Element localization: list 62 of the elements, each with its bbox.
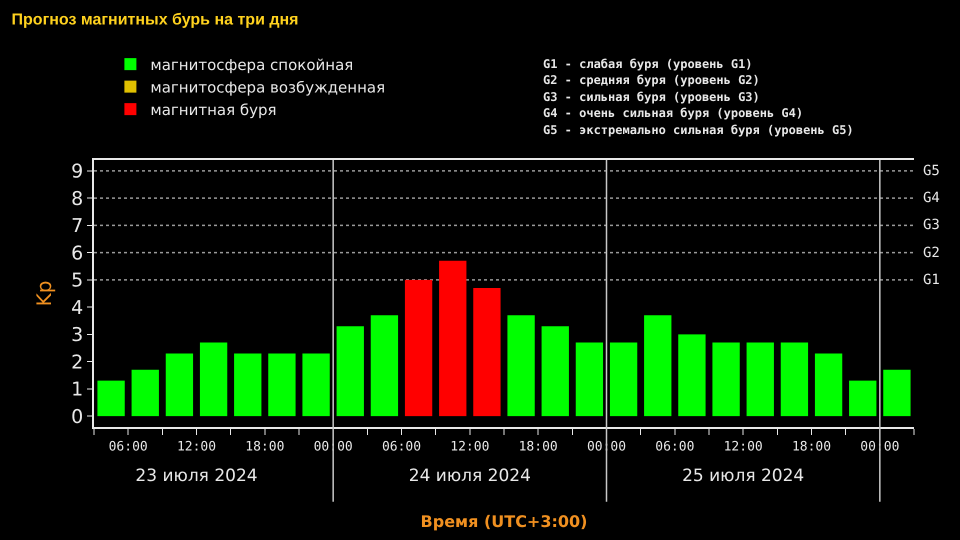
legend-label: магнитосфера возбужденная (150, 78, 386, 96)
bar (849, 380, 876, 416)
x2-tick-label: 24 июля 2024 (408, 466, 531, 486)
x2-tick-label: 25 июля 2024 (682, 466, 804, 486)
bar (200, 342, 228, 416)
ref-line-label: G4 (923, 190, 940, 206)
x-tick-label: 12:00 (176, 440, 216, 455)
bar (678, 334, 706, 416)
y-tick-label: 8 (71, 188, 84, 210)
x-axis-title: Время (UTC+3:00) (420, 512, 588, 531)
ref-line-label: G5 (923, 163, 940, 179)
x2-tick-label: 23 июля 2024 (135, 466, 258, 486)
bar (780, 342, 808, 416)
bar (302, 353, 330, 416)
text: G1 - слабая буря (уровень G1) (543, 57, 753, 71)
y-tick-label: 5 (71, 270, 84, 292)
bar (814, 353, 842, 416)
bar (404, 280, 432, 416)
chart-title: Прогноз магнитных бурь на три дня (12, 12, 299, 29)
bar (883, 370, 911, 416)
bar (234, 353, 262, 416)
legend-label: магнитная буря (150, 100, 277, 119)
bar (336, 326, 364, 416)
bar (610, 342, 638, 416)
bar (132, 370, 159, 416)
bar (507, 315, 535, 416)
x-tick-label: 18:00 (792, 440, 832, 455)
bar (166, 353, 194, 416)
y-tick-label: 9 (71, 160, 84, 183)
text: G3 - сильная буря (уровень G3) (543, 90, 760, 104)
bar (439, 260, 466, 416)
text: G4 - очень сильная буря (уровень G4) (543, 106, 804, 120)
y-tick-label: 0 (71, 406, 84, 428)
text: G2 - средняя буря (уровень G2) (543, 73, 760, 87)
bar (576, 342, 604, 416)
x-tick-label: 12:00 (450, 440, 490, 455)
y-tick-label: 3 (71, 324, 84, 346)
y-tick-label: 7 (71, 215, 84, 238)
bar (644, 315, 672, 416)
bar (473, 288, 501, 416)
y-axis-title: Kp (32, 280, 56, 306)
legend-label: магнитосфера спокойная (150, 56, 354, 74)
y-tick-label: 6 (71, 242, 84, 264)
ref-line-label: G2 (923, 245, 940, 261)
y-tick-label: 1 (71, 378, 84, 401)
ref-line-label: G3 (923, 217, 940, 233)
y-tick-label: 2 (71, 351, 84, 374)
x-tick-label: 12:00 (724, 440, 763, 455)
bar (97, 380, 125, 416)
bar (268, 353, 296, 416)
bar (746, 342, 774, 416)
ref-line-label: G1 (923, 272, 940, 288)
x-tick-label: 06:00 (108, 440, 148, 455)
x-tick-label: 06:00 (655, 440, 694, 455)
x-tick-label: 06:00 (382, 440, 422, 455)
bar (370, 315, 398, 416)
bar (542, 326, 569, 416)
bar (712, 342, 740, 416)
text: G5 - экстремально сильная буря (уровень G5) (543, 123, 854, 137)
y-tick-label: 4 (71, 296, 84, 319)
x-tick-label: 18:00 (518, 440, 558, 455)
x-tick-label: 18:00 (245, 440, 284, 455)
